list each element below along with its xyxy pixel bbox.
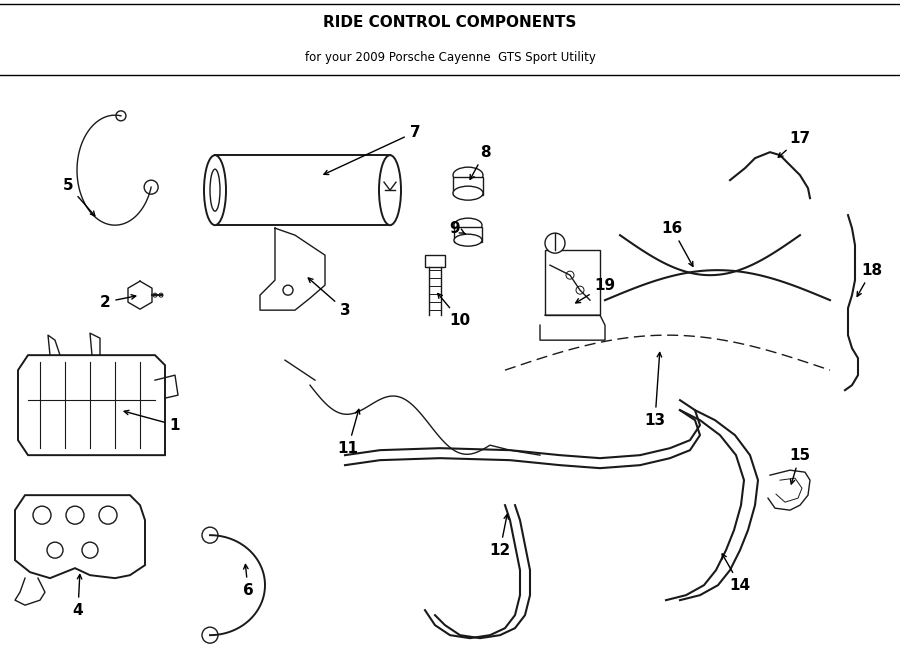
Text: 16: 16 xyxy=(662,221,693,266)
Polygon shape xyxy=(15,495,145,578)
Text: 15: 15 xyxy=(789,447,811,484)
Text: 18: 18 xyxy=(857,262,883,296)
Ellipse shape xyxy=(453,167,483,183)
Ellipse shape xyxy=(453,186,483,200)
Text: 10: 10 xyxy=(437,293,471,328)
Text: 4: 4 xyxy=(73,574,84,617)
Circle shape xyxy=(153,293,157,297)
Text: 7: 7 xyxy=(324,125,420,175)
Bar xyxy=(454,227,482,242)
Text: 5: 5 xyxy=(63,178,94,216)
Text: 8: 8 xyxy=(470,145,490,179)
Text: 6: 6 xyxy=(243,564,254,598)
Text: 13: 13 xyxy=(644,352,666,428)
Text: 12: 12 xyxy=(490,514,510,558)
Bar xyxy=(545,250,600,315)
Ellipse shape xyxy=(454,218,482,232)
Bar xyxy=(215,155,390,225)
Text: RIDE CONTROL COMPONENTS: RIDE CONTROL COMPONENTS xyxy=(323,15,577,30)
Text: 3: 3 xyxy=(309,278,350,318)
Text: 2: 2 xyxy=(100,295,136,309)
Ellipse shape xyxy=(454,234,482,246)
Text: 1: 1 xyxy=(124,410,180,433)
Ellipse shape xyxy=(204,155,226,225)
Bar xyxy=(425,255,445,267)
Text: 14: 14 xyxy=(722,554,751,593)
Circle shape xyxy=(545,233,565,253)
Polygon shape xyxy=(18,355,165,455)
Text: 9: 9 xyxy=(450,221,465,236)
Ellipse shape xyxy=(379,155,401,225)
Circle shape xyxy=(159,293,163,297)
Bar xyxy=(453,177,483,195)
Text: 17: 17 xyxy=(778,131,811,157)
Text: 19: 19 xyxy=(576,278,616,303)
Text: for your 2009 Porsche Cayenne  GTS Sport Utility: for your 2009 Porsche Cayenne GTS Sport … xyxy=(304,51,596,63)
Text: 11: 11 xyxy=(338,409,360,455)
